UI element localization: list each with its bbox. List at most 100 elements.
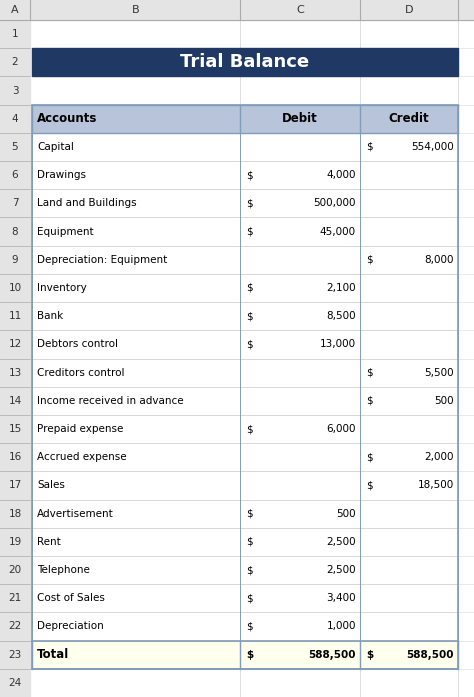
Text: 5,500: 5,500: [424, 367, 454, 378]
Text: 2,100: 2,100: [327, 283, 356, 293]
Bar: [32, 500, 458, 528]
Bar: [32, 471, 458, 500]
Text: 500,000: 500,000: [313, 199, 356, 208]
Text: $: $: [246, 537, 253, 547]
Text: Capital: Capital: [37, 142, 74, 152]
Bar: [32, 245, 458, 274]
Text: Income received in advance: Income received in advance: [37, 396, 183, 406]
Text: C: C: [296, 5, 304, 15]
Bar: [0, 0, 474, 20]
Text: Debtors control: Debtors control: [37, 339, 118, 349]
Text: 16: 16: [9, 452, 22, 462]
Text: $: $: [246, 227, 253, 236]
Text: Creditors control: Creditors control: [37, 367, 125, 378]
Text: $: $: [246, 311, 253, 321]
Text: 22: 22: [9, 622, 22, 631]
Text: $: $: [246, 622, 253, 631]
Text: Prepaid expense: Prepaid expense: [37, 424, 123, 434]
Text: Accounts: Accounts: [37, 112, 97, 125]
Text: Bank: Bank: [37, 311, 63, 321]
Text: 4,000: 4,000: [327, 170, 356, 180]
Bar: [32, 105, 240, 133]
Text: 500: 500: [434, 396, 454, 406]
Text: 11: 11: [9, 311, 22, 321]
Text: 588,500: 588,500: [309, 650, 356, 659]
Text: Advertisement: Advertisement: [37, 509, 114, 519]
Text: Equipment: Equipment: [37, 227, 94, 236]
Text: 45,000: 45,000: [320, 227, 356, 236]
Text: A: A: [11, 5, 19, 15]
Bar: [32, 613, 458, 641]
Text: $: $: [366, 452, 373, 462]
Text: 5: 5: [12, 142, 18, 152]
Text: Trial Balance: Trial Balance: [181, 53, 310, 71]
Text: 12: 12: [9, 339, 22, 349]
Text: Accrued expense: Accrued expense: [37, 452, 127, 462]
Bar: [32, 641, 458, 669]
Bar: [32, 330, 458, 358]
Text: 20: 20: [9, 565, 21, 575]
Text: 13,000: 13,000: [320, 339, 356, 349]
Text: 2: 2: [12, 57, 18, 68]
Text: $: $: [246, 509, 253, 519]
Text: $: $: [246, 199, 253, 208]
Text: $: $: [246, 424, 253, 434]
Text: 21: 21: [9, 593, 22, 604]
Text: Sales: Sales: [37, 480, 65, 491]
Text: 8: 8: [12, 227, 18, 236]
Text: 13: 13: [9, 367, 22, 378]
Text: Telephone: Telephone: [37, 565, 90, 575]
Bar: [360, 105, 458, 133]
Bar: [32, 274, 458, 302]
Text: $: $: [366, 396, 373, 406]
Text: 10: 10: [9, 283, 21, 293]
Text: 4: 4: [12, 114, 18, 124]
Text: $: $: [246, 283, 253, 293]
Bar: [32, 584, 458, 613]
Bar: [32, 133, 458, 161]
Text: 6,000: 6,000: [327, 424, 356, 434]
Text: Inventory: Inventory: [37, 283, 87, 293]
Text: 18,500: 18,500: [418, 480, 454, 491]
Text: $: $: [366, 142, 373, 152]
Bar: [32, 358, 458, 387]
Text: $: $: [246, 339, 253, 349]
Text: 3: 3: [12, 86, 18, 95]
Text: $: $: [366, 650, 373, 659]
Text: $: $: [246, 650, 253, 659]
Text: Depreciation: Depreciation: [37, 622, 104, 631]
Text: 24: 24: [9, 678, 22, 688]
Text: $: $: [246, 170, 253, 180]
Text: B: B: [132, 5, 140, 15]
Text: 8,000: 8,000: [425, 255, 454, 265]
Text: 500: 500: [337, 509, 356, 519]
Text: 7: 7: [12, 199, 18, 208]
Text: 9: 9: [12, 255, 18, 265]
Text: 14: 14: [9, 396, 22, 406]
Text: $: $: [246, 593, 253, 604]
Text: $: $: [366, 480, 373, 491]
Text: D: D: [405, 5, 413, 15]
Text: 588,500: 588,500: [407, 650, 454, 659]
Text: Debit: Debit: [282, 112, 318, 125]
Text: Credit: Credit: [389, 112, 429, 125]
Bar: [32, 443, 458, 471]
Text: 23: 23: [9, 650, 22, 659]
Bar: [32, 190, 458, 217]
Text: 1,000: 1,000: [327, 622, 356, 631]
Text: 8,500: 8,500: [327, 311, 356, 321]
Bar: [240, 105, 360, 133]
Bar: [32, 302, 458, 330]
Text: Drawings: Drawings: [37, 170, 86, 180]
Bar: [32, 387, 458, 415]
Text: 554,000: 554,000: [411, 142, 454, 152]
Text: $: $: [246, 565, 253, 575]
Text: 2,000: 2,000: [425, 452, 454, 462]
Text: Cost of Sales: Cost of Sales: [37, 593, 105, 604]
Bar: [0, 0, 30, 697]
Text: 19: 19: [9, 537, 22, 547]
Text: 15: 15: [9, 424, 22, 434]
Text: $: $: [366, 367, 373, 378]
Text: 3,400: 3,400: [327, 593, 356, 604]
Text: Rent: Rent: [37, 537, 61, 547]
